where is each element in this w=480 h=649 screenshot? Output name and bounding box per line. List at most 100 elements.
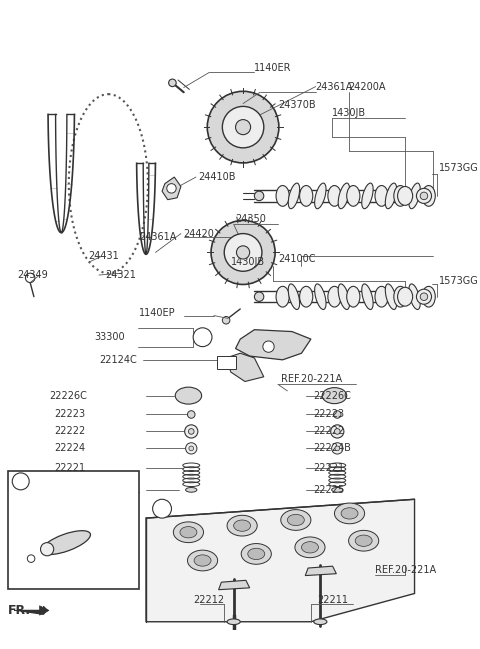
Bar xyxy=(8,471,139,589)
Text: 24321: 24321 xyxy=(106,270,136,280)
Text: 22226C: 22226C xyxy=(313,391,351,400)
Polygon shape xyxy=(14,606,49,615)
Text: 22225: 22225 xyxy=(55,485,86,495)
Ellipse shape xyxy=(288,284,300,310)
Circle shape xyxy=(189,446,193,451)
Ellipse shape xyxy=(301,542,318,553)
Polygon shape xyxy=(146,499,415,622)
Circle shape xyxy=(331,425,344,438)
Ellipse shape xyxy=(276,186,289,206)
Circle shape xyxy=(185,425,198,438)
Text: 1140EP: 1140EP xyxy=(139,308,176,318)
Ellipse shape xyxy=(322,387,347,404)
Ellipse shape xyxy=(300,286,313,307)
Ellipse shape xyxy=(234,520,251,532)
Polygon shape xyxy=(226,353,264,382)
Polygon shape xyxy=(162,177,181,200)
Circle shape xyxy=(254,191,264,201)
Circle shape xyxy=(12,473,29,490)
Circle shape xyxy=(193,328,212,347)
Circle shape xyxy=(40,543,54,556)
Ellipse shape xyxy=(332,487,343,492)
Ellipse shape xyxy=(241,544,271,564)
Ellipse shape xyxy=(186,487,197,492)
Text: a: a xyxy=(159,504,165,513)
Circle shape xyxy=(335,446,340,451)
Text: 22212: 22212 xyxy=(193,595,224,605)
Ellipse shape xyxy=(288,183,300,209)
Bar xyxy=(216,356,236,369)
Circle shape xyxy=(186,443,197,454)
Polygon shape xyxy=(218,580,250,590)
Text: 24370B: 24370B xyxy=(278,101,315,110)
Text: 24100C: 24100C xyxy=(278,254,315,264)
Ellipse shape xyxy=(375,286,388,307)
Ellipse shape xyxy=(394,286,407,307)
Text: 22221: 22221 xyxy=(55,463,86,473)
Circle shape xyxy=(224,234,262,271)
Ellipse shape xyxy=(338,284,349,310)
Circle shape xyxy=(254,292,264,301)
Circle shape xyxy=(334,411,341,418)
Text: 22211: 22211 xyxy=(317,595,348,605)
Ellipse shape xyxy=(348,530,379,551)
Ellipse shape xyxy=(194,555,211,566)
Text: 24361A: 24361A xyxy=(316,82,353,92)
Text: 1140ER: 1140ER xyxy=(254,63,292,73)
Circle shape xyxy=(420,293,428,300)
Circle shape xyxy=(167,184,176,193)
Ellipse shape xyxy=(338,183,349,209)
Ellipse shape xyxy=(188,550,217,571)
Text: 22124C: 22124C xyxy=(99,355,137,365)
Ellipse shape xyxy=(397,288,413,306)
Polygon shape xyxy=(236,330,311,360)
Text: 24349: 24349 xyxy=(17,270,48,280)
Text: 22223: 22223 xyxy=(313,410,344,419)
Ellipse shape xyxy=(295,537,325,557)
Circle shape xyxy=(222,317,230,324)
Ellipse shape xyxy=(397,186,413,205)
Ellipse shape xyxy=(288,515,304,526)
Ellipse shape xyxy=(281,509,311,530)
Text: 24200A: 24200A xyxy=(348,82,386,92)
Circle shape xyxy=(417,289,432,304)
Ellipse shape xyxy=(248,548,265,559)
Text: REF.20-221A: REF.20-221A xyxy=(375,565,436,575)
Ellipse shape xyxy=(227,515,257,536)
Text: 24410B: 24410B xyxy=(198,172,235,182)
Text: 22224B: 22224B xyxy=(313,443,351,454)
Circle shape xyxy=(417,188,432,203)
Ellipse shape xyxy=(385,284,396,310)
Ellipse shape xyxy=(385,183,396,209)
Ellipse shape xyxy=(314,619,327,624)
Text: 22226C: 22226C xyxy=(49,391,87,400)
Ellipse shape xyxy=(227,619,240,624)
Ellipse shape xyxy=(347,186,360,206)
Polygon shape xyxy=(305,566,336,576)
Circle shape xyxy=(222,106,264,148)
Ellipse shape xyxy=(315,284,326,310)
Ellipse shape xyxy=(328,186,341,206)
Text: 24431: 24431 xyxy=(89,251,120,261)
Text: FR.: FR. xyxy=(8,604,31,617)
Text: 22224: 22224 xyxy=(55,443,86,454)
Text: 1430JB: 1430JB xyxy=(231,257,265,267)
Ellipse shape xyxy=(362,183,373,209)
Ellipse shape xyxy=(335,503,365,524)
Ellipse shape xyxy=(276,286,289,307)
Text: 24361A: 24361A xyxy=(139,232,177,242)
Circle shape xyxy=(263,341,274,352)
Text: 22223: 22223 xyxy=(55,410,86,419)
Ellipse shape xyxy=(375,186,388,206)
Circle shape xyxy=(168,79,176,86)
Text: 24355: 24355 xyxy=(45,558,76,569)
Ellipse shape xyxy=(422,186,435,206)
Circle shape xyxy=(27,555,35,563)
Ellipse shape xyxy=(341,508,358,519)
Text: 1430JB: 1430JB xyxy=(332,108,366,118)
Ellipse shape xyxy=(175,387,202,404)
Text: 22222: 22222 xyxy=(313,426,344,436)
Circle shape xyxy=(189,428,194,434)
Circle shape xyxy=(420,192,428,200)
Ellipse shape xyxy=(300,186,313,206)
